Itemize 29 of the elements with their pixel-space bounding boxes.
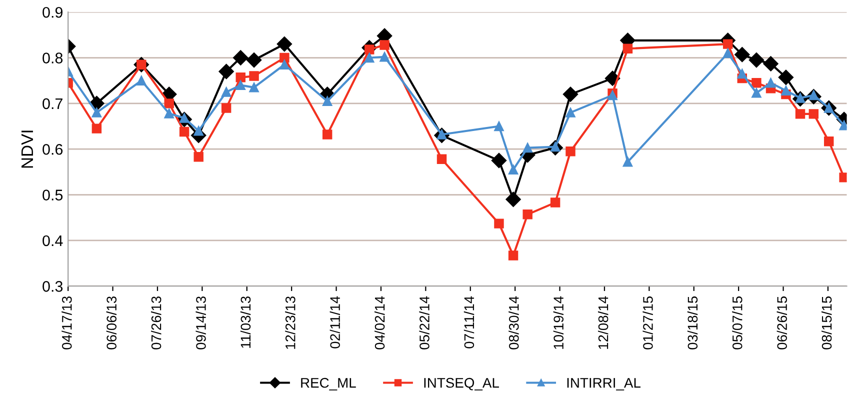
x-tick-label: 12/08/14 xyxy=(598,296,608,349)
legend-label: REC_ML xyxy=(301,378,356,390)
y-tick-label: 0.6 xyxy=(42,144,63,155)
legend-label: INTSEQ_AL xyxy=(424,378,499,390)
legend-label: INTIRRI_AL xyxy=(567,378,640,390)
x-tick-label: 03/18/15 xyxy=(687,296,698,350)
x-tick-label: 04/02/14 xyxy=(374,296,385,350)
x-tick-label: 09/14/13 xyxy=(196,296,206,350)
y-tick-label: 0.8 xyxy=(42,52,63,64)
x-tick-label: 01/27/15 xyxy=(642,296,653,350)
x-tick-label: 10/19/14 xyxy=(553,296,564,349)
x-tick-label: 07/26/13 xyxy=(151,296,162,350)
x-tick-label: 08/30/14 xyxy=(508,296,519,350)
y-tick-label: 0.5 xyxy=(42,190,63,200)
x-tick-label: 12/23/13 xyxy=(285,296,296,349)
y-axis-title: NDVI xyxy=(22,130,33,168)
y-tick-label: 0.3 xyxy=(42,281,63,292)
x-tick-label: 06/26/15 xyxy=(776,296,787,350)
y-tick-label: 0.9 xyxy=(42,6,62,18)
x-tick-label: 02/11/14 xyxy=(330,296,340,348)
x-tick-label: 06/06/13 xyxy=(106,296,117,350)
y-tick-label: 0.7 xyxy=(42,98,62,110)
x-tick-label: 04/17/13 xyxy=(62,296,72,350)
x-tick-label: 05/07/15 xyxy=(732,296,742,350)
x-tick-label: 08/15/15 xyxy=(822,296,832,350)
x-tick-label: 05/22/14 xyxy=(419,296,430,350)
x-tick-label: 07/11/14 xyxy=(464,296,474,348)
y-tick-label: 0.4 xyxy=(42,235,63,246)
x-tick-label: 11/03/13 xyxy=(240,296,251,348)
